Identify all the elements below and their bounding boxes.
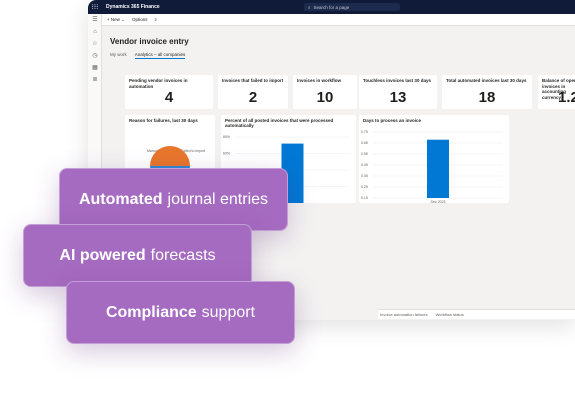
home-icon[interactable]: ⌂ <box>93 29 97 35</box>
tab-list: My work Analytics – all companies <box>110 52 567 59</box>
y-tick-label: 80% <box>223 135 230 139</box>
pie-legend-manual: Manual edit <box>147 149 165 153</box>
app-title: Dynamics 365 Finance <box>106 4 160 10</box>
y-tick-label: 0.15 <box>361 196 368 200</box>
search-icon[interactable]: ⌕ <box>154 17 157 22</box>
x-tick-label: Sep 2023 <box>431 200 446 203</box>
page-title: Vendor invoice entry <box>110 37 189 46</box>
y-tick-label: 60% <box>223 152 230 156</box>
y-tick-label: 0.75 <box>361 130 368 134</box>
menu-icon[interactable]: ☰ <box>92 17 98 23</box>
callout-automated-journal: Automated journal entries <box>59 168 288 231</box>
clock-icon[interactable]: ◷ <box>92 53 98 59</box>
tab-workflow-status[interactable]: Workflow status <box>435 312 464 317</box>
kpi-failed-import[interactable]: Invoices that failed to import 2 <box>218 75 288 109</box>
tab-automation-failures[interactable]: Invoice automation failures <box>380 312 428 317</box>
y-tick-label: 0.45 <box>361 163 368 167</box>
chevron-down-icon: ⌄ <box>121 16 125 22</box>
workspace-icon[interactable]: ▦ <box>92 65 98 71</box>
callout-compliance: Compliance support <box>66 281 295 344</box>
callout-ai-forecasts: AI powered forecasts <box>23 224 252 287</box>
bottom-tabs: Invoice automation failures Workflow sta… <box>378 309 575 319</box>
bar[interactable] <box>427 139 449 198</box>
pie-legend-failed: Failed to import <box>181 149 205 153</box>
pie-slice[interactable] <box>150 146 190 166</box>
star-icon[interactable]: ☆ <box>92 41 98 47</box>
y-tick-label: 0.25 <box>361 185 368 189</box>
kpi-touchless[interactable]: Touchless invoices last 30 days 13 <box>359 75 437 109</box>
search-input[interactable]: ⌕ Search for a page <box>304 3 400 11</box>
kpi-balance-open[interactable]: Balance of open invoices in accounting c… <box>538 75 575 109</box>
kpi-pending-invoices[interactable]: Pending vendor invoices in automation 4 <box>125 75 213 109</box>
action-bar: + New ⌄ Options ⌕ <box>102 14 575 26</box>
tab-my-work[interactable]: My work <box>110 52 127 57</box>
chart-days-to-process: Days to process an invoice 0.75 0.65 0.55 0… <box>359 115 509 203</box>
y-tick-label: 0.55 <box>361 152 368 156</box>
kpi-in-workflow[interactable]: Invoices in workflow 10 <box>293 75 357 109</box>
days-chart-svg: 0.75 0.65 0.55 0.45 0.35 0.25 0.15 Sep 2023 <box>361 130 503 203</box>
y-tick-label: 0.65 <box>361 141 368 145</box>
tab-analytics[interactable]: Analytics – all companies <box>134 52 186 59</box>
title-bar: ⁝⁝⁝ Dynamics 365 Finance ⌕ Search for a … <box>88 0 575 14</box>
waffle-icon[interactable]: ⁝⁝⁝ <box>91 4 99 11</box>
kpi-total-automated[interactable]: Total automated invoices last 30 days 18 <box>442 75 532 109</box>
search-icon: ⌕ <box>308 4 311 10</box>
y-tick-label: 0.35 <box>361 174 368 178</box>
workspace-content: Vendor invoice entry My work Analytics –… <box>102 26 575 320</box>
list-icon[interactable]: ≣ <box>92 77 98 83</box>
options-button[interactable]: Options <box>131 17 148 22</box>
search-placeholder: Search for a page <box>313 4 350 10</box>
new-button[interactable]: + New ⌄ <box>107 16 125 22</box>
